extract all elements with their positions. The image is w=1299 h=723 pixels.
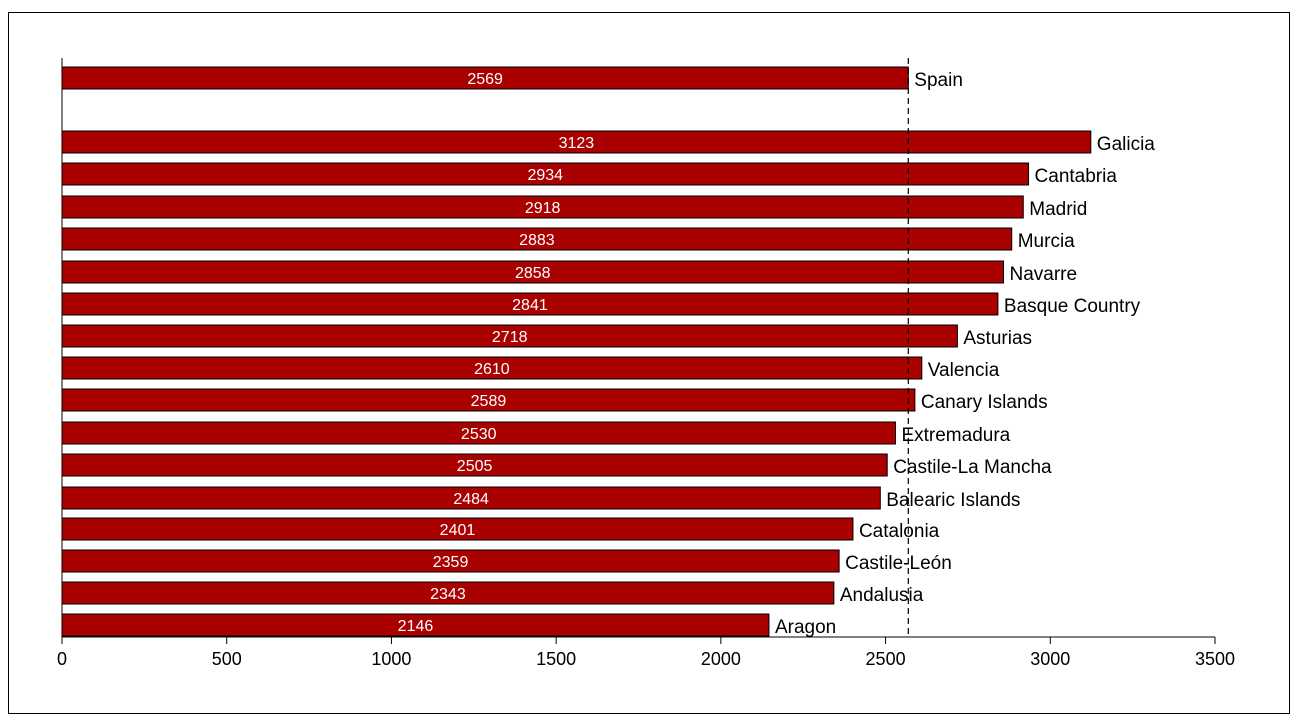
category-label: Galicia	[1097, 134, 1156, 155]
category-label: Navarre	[1010, 264, 1078, 285]
category-label: Murcia	[1018, 231, 1075, 252]
bar-value-label: 2505	[457, 458, 493, 475]
category-label: Castile-La Mancha	[893, 457, 1052, 478]
category-label: Asturias	[963, 328, 1032, 349]
bar-value-label: 3123	[559, 135, 595, 152]
bar-value-label: 2343	[430, 586, 466, 603]
x-tick-label: 500	[212, 649, 242, 669]
category-label: Basque Country	[1004, 296, 1141, 317]
x-tick-label: 1500	[536, 649, 576, 669]
x-tick-label: 0	[57, 649, 67, 669]
bar-value-label: 2569	[467, 71, 503, 88]
category-label: Madrid	[1029, 199, 1087, 220]
bar-value-label: 2841	[512, 297, 548, 314]
category-label: Cantabria	[1035, 166, 1118, 187]
bar-value-label: 2401	[440, 522, 476, 539]
bar-value-label: 2934	[527, 167, 563, 184]
bar-value-label: 2883	[519, 232, 555, 249]
bar-value-label: 2484	[453, 491, 489, 508]
x-tick-label: 3000	[1030, 649, 1070, 669]
x-tick-label: 2000	[701, 649, 741, 669]
bars-layer	[61, 66, 1092, 637]
x-tick-label: 2500	[866, 649, 906, 669]
category-label: Balearic Islands	[886, 490, 1020, 511]
category-label: Canary Islands	[921, 392, 1048, 413]
category-label: Aragon	[775, 617, 836, 638]
category-label: Extremadura	[901, 425, 1010, 446]
x-tick-label: 1000	[371, 649, 411, 669]
bar-value-label: 2610	[474, 361, 510, 378]
x-axis: 0 500 1000 1500 2000 2500 3000 3500	[57, 58, 1235, 669]
category-label: Castile-León	[845, 553, 952, 574]
category-label: Valencia	[928, 360, 1000, 381]
category-label: Catalonia	[859, 521, 940, 542]
bar-value-label: 2718	[492, 329, 528, 346]
category-label: Andalusia	[840, 585, 924, 606]
bar-value-label: 2589	[471, 393, 507, 410]
bar-value-label: 2146	[398, 618, 434, 635]
bar-value-label: 2359	[433, 554, 469, 571]
bar-value-label: 2918	[525, 200, 561, 217]
bar-value-label: 2530	[461, 426, 497, 443]
labels-layer: 2569 Spain 3123 Galicia 2934 Cantabria 2918 Mad…	[398, 70, 1156, 638]
bar-value-label: 2858	[515, 265, 551, 282]
category-label: Spain	[914, 70, 963, 91]
x-tick-label: 3500	[1195, 649, 1235, 669]
